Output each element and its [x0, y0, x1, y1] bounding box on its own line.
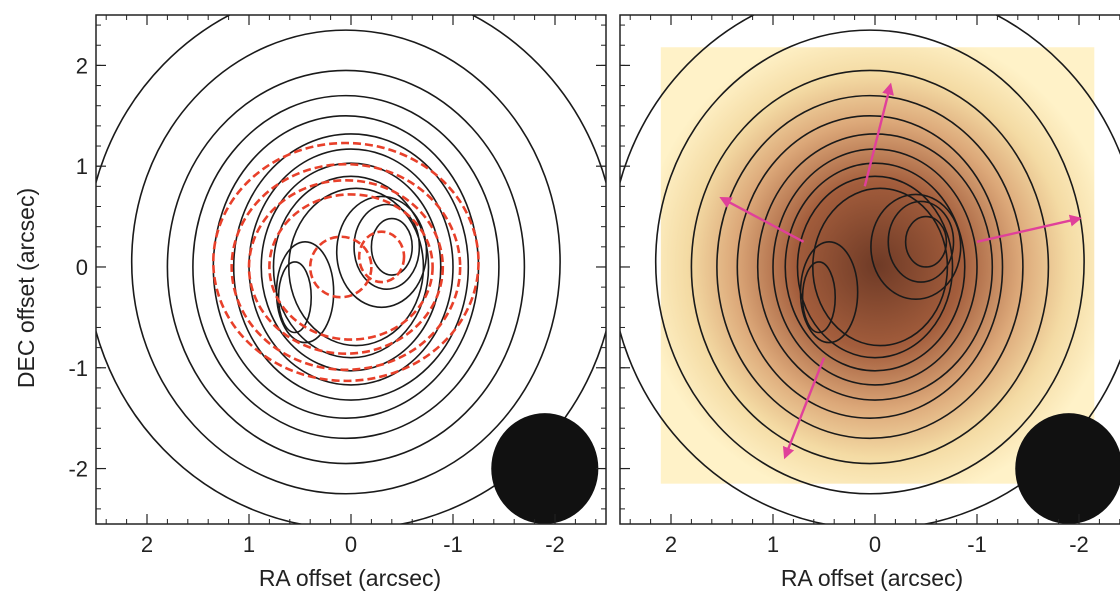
solid-contour-13: [353, 203, 421, 290]
solid-contour-4: [736, 114, 1004, 419]
x-tick-label: 2: [141, 532, 153, 557]
outflow-arrow-2: [976, 214, 1082, 243]
y-tick-label: -1: [68, 356, 88, 381]
solid-contour-13: [887, 200, 955, 283]
left-x-axis-label: RA offset (arcsec): [259, 565, 441, 591]
background-image: [660, 47, 1095, 484]
solid-contour-12: [370, 217, 413, 276]
solid-contour-8: [272, 175, 430, 359]
solid-contour-14: [335, 195, 428, 309]
solid-contour-11: [275, 240, 335, 344]
dashed-contour-0: [211, 141, 480, 383]
solid-contour-10: [277, 261, 313, 334]
beam-ellipse: [1015, 413, 1120, 524]
outflow-arrow-3: [782, 357, 826, 460]
y-tick-label: 2: [76, 53, 88, 78]
solid-contour-9: [811, 187, 949, 347]
y-tick-label: 0: [76, 255, 88, 280]
dashed-contour-5: [357, 230, 406, 284]
x-tick-label: -1: [967, 532, 987, 557]
beam-ellipse: [491, 413, 599, 524]
outflow-arrow-0: [863, 82, 894, 187]
solid-contour-3: [716, 94, 1024, 440]
solid-contour-11: [799, 240, 859, 344]
x-tick-label: -2: [545, 532, 565, 557]
y-tick-label: -2: [68, 457, 88, 482]
x-tick-label: 1: [767, 532, 779, 557]
y-tick-label: 1: [76, 154, 88, 179]
x-tick-label: 0: [869, 532, 881, 557]
dashed-contour-4: [308, 235, 373, 299]
x-tick-label: -1: [443, 532, 463, 557]
solid-contour-2: [690, 69, 1050, 465]
x-tick-label: 2: [665, 532, 677, 557]
solid-contour-10: [801, 261, 837, 334]
dashed-contour-3: [268, 193, 434, 341]
solid-contour-9: [287, 187, 425, 347]
solid-contour-14: [870, 193, 962, 301]
x-tick-label: -2: [1069, 532, 1089, 557]
solid-contour-1: [654, 29, 1085, 495]
solid-contour-5: [232, 133, 470, 401]
solid-contour-12: [904, 215, 948, 268]
outflow-arrow-1: [719, 197, 805, 243]
dashed-contour-2: [247, 178, 445, 355]
left-panel: DEC offset (arcsec) RA offset (arcsec) 2…: [13, 14, 607, 591]
dashed-contour-1: [230, 162, 462, 372]
x-tick-label: 0: [345, 532, 357, 557]
solid-contour-3: [192, 94, 500, 440]
solid-contour-2: [166, 69, 526, 465]
x-tick-label: 1: [243, 532, 255, 557]
solid-contour-1: [130, 29, 561, 495]
right-plot-area: [620, 15, 1120, 524]
left-y-axis-label: DEC offset (arcsec): [13, 188, 39, 388]
right-panel: RA offset (arcsec) 2 1 0 -1 -2: [619, 14, 1120, 591]
right-x-axis-label: RA offset (arcsec): [781, 565, 963, 591]
solid-contour-7: [784, 162, 966, 372]
left-plot-area: [96, 15, 606, 524]
solid-contour-8: [796, 175, 954, 359]
solid-contour-5: [756, 133, 994, 401]
